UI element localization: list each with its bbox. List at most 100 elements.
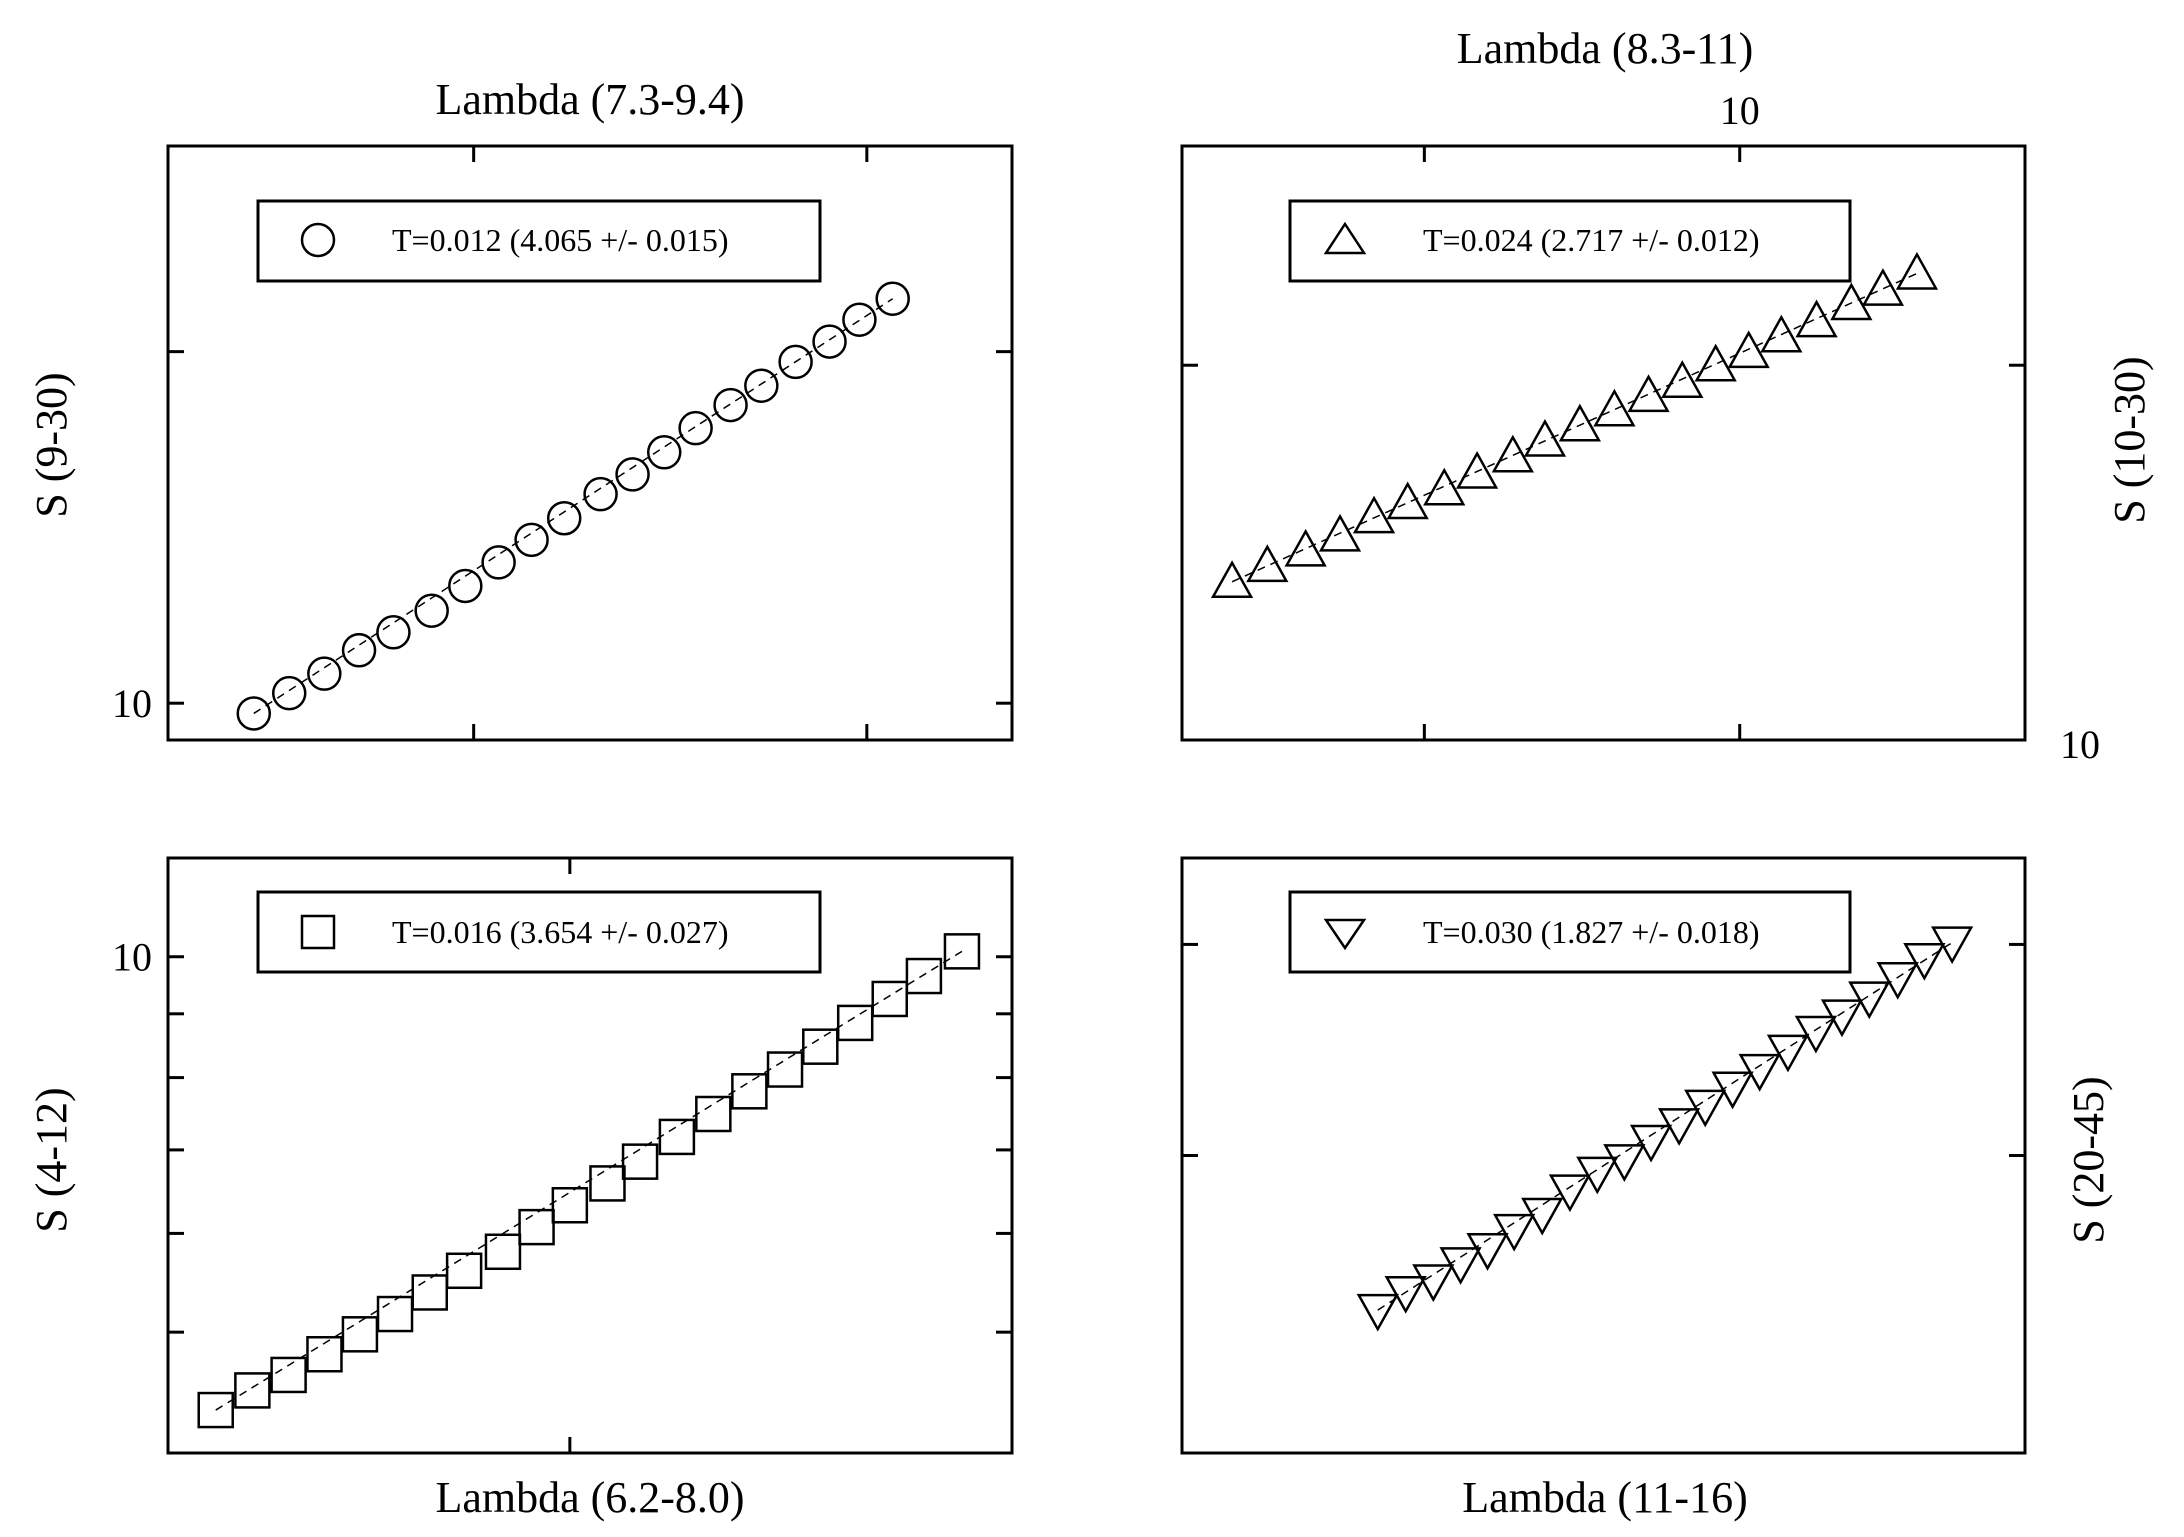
data-point	[766, 1051, 804, 1088]
y-axis-title: S (9-30)	[27, 372, 76, 517]
tick-labels: 10 10	[1720, 88, 2100, 767]
legend-label: T=0.016 (3.654 +/- 0.027)	[392, 914, 729, 950]
data-point	[1439, 1247, 1482, 1285]
data-point	[1795, 299, 1838, 338]
data-point	[1711, 1071, 1754, 1110]
data-point	[713, 387, 748, 423]
data-point	[1384, 1275, 1427, 1314]
chart-title: Lambda (8.3-11)	[1457, 24, 1753, 73]
legend-marker	[1323, 918, 1367, 951]
x-axis-title: Lambda (7.3-9.4)	[435, 75, 744, 124]
legend-label: T=0.024 (2.717 +/- 0.012)	[1423, 222, 1760, 258]
data-point	[621, 1143, 659, 1180]
data-point	[1657, 1108, 1701, 1146]
data-point	[1895, 251, 1939, 290]
data-point	[778, 344, 813, 380]
data-point	[1423, 467, 1466, 506]
data-point	[1848, 981, 1891, 1020]
data-point	[546, 501, 582, 536]
data-point	[1284, 528, 1327, 567]
data-point	[905, 957, 943, 995]
legend-box	[1288, 199, 1852, 283]
legend-box	[1288, 890, 1852, 974]
legend: T=0.030 (1.827 +/- 0.018)	[1288, 890, 1852, 974]
data-point	[836, 1004, 874, 1042]
tick-marks	[1182, 942, 2025, 1157]
y-axis-title: S (20-45)	[2064, 1076, 2113, 1243]
data-point	[678, 410, 713, 446]
data-point	[1627, 374, 1670, 413]
data-point	[583, 476, 618, 512]
data-point	[518, 1208, 555, 1246]
data-point	[658, 1118, 696, 1156]
data-point	[1830, 282, 1873, 321]
data-point	[1352, 495, 1396, 534]
data-point	[270, 1356, 307, 1394]
data-point	[481, 545, 516, 580]
data-point	[484, 1233, 522, 1271]
tick-marks	[168, 146, 1012, 740]
data-point	[1766, 1034, 1810, 1073]
legend-label: T=0.030 (1.827 +/- 0.018)	[1423, 914, 1760, 950]
data-point	[1629, 1124, 1673, 1163]
data-point	[271, 675, 307, 711]
data-point	[1455, 450, 1499, 489]
data-point	[551, 1187, 589, 1224]
data-point	[875, 281, 910, 316]
panel-top-right: Lambda (8.3-11) S (10-30) 10 10 T=0.024 (…	[1180, 24, 2154, 767]
data-point	[802, 1028, 839, 1065]
fit-line	[215, 950, 963, 1411]
data-point	[1246, 544, 1289, 583]
legend-box	[256, 199, 822, 283]
data-point	[943, 933, 981, 970]
data-point	[1356, 1293, 1399, 1332]
fit-line	[1231, 272, 1918, 583]
plot-frame	[1180, 144, 2027, 742]
data-point	[871, 980, 908, 1018]
data-point	[1386, 481, 1429, 520]
y-axis-title: S (4-12)	[27, 1087, 76, 1232]
data-point	[445, 1252, 483, 1290]
data-point	[842, 302, 877, 337]
legend-marker	[300, 222, 336, 258]
data-point	[1548, 1174, 1592, 1213]
data-point	[341, 633, 377, 668]
tick-marks	[1182, 146, 2025, 742]
data-markers	[236, 281, 910, 731]
panel-top-left: Lambda (7.3-9.4) S (9-30) 10 T=0.012 (4.…	[27, 75, 1014, 742]
legend: T=0.016 (3.654 +/- 0.027)	[256, 890, 822, 974]
y-tick-label: 10	[112, 935, 152, 980]
x-axis-title: Lambda (11-16)	[1462, 1473, 1747, 1522]
legend: T=0.012 (4.065 +/- 0.015)	[256, 199, 822, 283]
data-point	[1903, 942, 1946, 981]
legend-marker	[1323, 221, 1367, 255]
data-point	[1738, 1053, 1781, 1092]
data-point	[1318, 513, 1362, 552]
data-point	[341, 1316, 379, 1353]
data-point	[306, 1336, 343, 1373]
data-point	[1861, 268, 1905, 306]
data-point	[1820, 999, 1864, 1038]
data-point	[414, 593, 449, 628]
data-point	[731, 1073, 768, 1110]
panel-bottom-left: Lambda (6.2-8.0) S (4-12) 10 T=0.016 (3.…	[27, 856, 1014, 1522]
data-point	[1558, 403, 1602, 442]
data-markers	[1210, 251, 1939, 599]
data-point	[812, 324, 847, 359]
data-point	[1521, 1197, 1564, 1236]
tick-labels: 10	[112, 681, 152, 726]
legend-marker	[300, 914, 336, 950]
x-axis-title: Lambda (6.2-8.0)	[435, 1473, 744, 1522]
data-point	[514, 522, 549, 558]
data-point	[1493, 1213, 1536, 1252]
x-tick-label: 10	[1720, 88, 1760, 133]
data-markers	[1356, 926, 1974, 1332]
data-point	[615, 457, 650, 492]
data-point	[307, 656, 342, 691]
data-point	[376, 1295, 414, 1333]
y-tick-label: 10	[2060, 722, 2100, 767]
data-point	[744, 368, 779, 403]
plot-frame	[166, 144, 1014, 742]
data-point	[1794, 1015, 1838, 1054]
